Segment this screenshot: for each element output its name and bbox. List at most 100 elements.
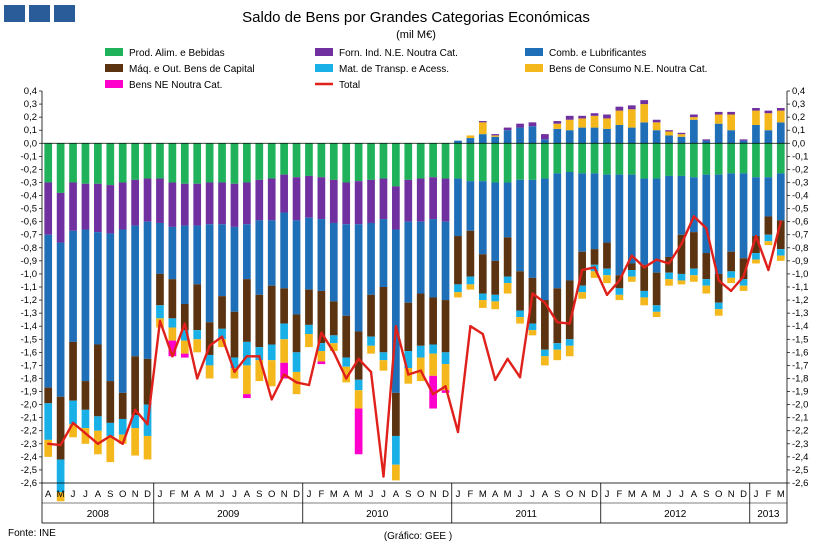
total-point (121, 442, 124, 445)
bar-segment (516, 317, 524, 324)
bar-segment (292, 220, 301, 315)
bar-segment-positive (503, 130, 512, 144)
bar-segment (168, 318, 177, 328)
total-point (146, 423, 149, 426)
bar-segment (640, 290, 649, 298)
bar-segment (329, 143, 338, 180)
bar-segment (590, 143, 599, 174)
bar-segment (342, 366, 351, 383)
bar-segment (317, 177, 326, 220)
bar-segment (205, 182, 214, 225)
bar-segment (230, 226, 239, 312)
bar-segment (317, 351, 326, 362)
x-tick-label: S (554, 489, 560, 500)
total-point (456, 430, 460, 434)
bar-segment (776, 143, 785, 174)
bar-segment (441, 364, 450, 391)
bar-segment (652, 272, 661, 306)
bar-segment-positive (652, 122, 661, 131)
bar-segment (690, 143, 698, 178)
bar-segment (143, 221, 152, 359)
bar-segment (603, 143, 611, 175)
bar-segment-positive (553, 123, 562, 129)
bar-segment (603, 174, 611, 243)
bar-segment (81, 381, 90, 410)
bar-segment (218, 296, 226, 329)
bar-segment (627, 143, 636, 175)
bar-segment (379, 287, 388, 353)
bar-segment (243, 394, 251, 399)
bar-segment (392, 186, 400, 230)
bar-segment (354, 390, 363, 409)
bar-segment (702, 143, 711, 175)
x-tick-label: M (330, 489, 338, 500)
bar-segment (379, 219, 388, 287)
y-tick-label: -1,3 (21, 308, 37, 319)
bar-segment (528, 179, 537, 278)
bar-segment (429, 177, 437, 220)
bar-segment (776, 173, 785, 221)
bar-segment (292, 177, 301, 221)
bar-segment (69, 143, 77, 183)
bar-segment-positive (553, 128, 562, 144)
bar-segment (56, 396, 65, 460)
bar-segment (180, 143, 189, 184)
legend-label: Comb. e Lubrificantes (549, 48, 646, 59)
total-point (407, 373, 410, 376)
bar-segment (81, 428, 90, 444)
total-point (742, 275, 745, 278)
bar-segment (329, 343, 338, 352)
bar-segment (416, 178, 425, 222)
bar-segment-positive (702, 139, 711, 141)
bar-segment-positive (565, 130, 574, 144)
bar-segment (776, 220, 785, 250)
bar-segment (454, 284, 462, 293)
total-point (345, 377, 348, 380)
bar-segment (702, 279, 711, 286)
y-tick-label: -0,7 (792, 230, 808, 241)
bar-segment-positive (677, 136, 686, 144)
bar-segment-positive (690, 119, 698, 144)
bar-segment (329, 335, 338, 344)
bar-segment (739, 285, 748, 291)
bar-segment-positive (727, 114, 735, 131)
bar-segment (627, 174, 636, 264)
x-tick-label: S (703, 489, 709, 500)
x-tick-label: D (293, 489, 300, 500)
bar-segment (69, 400, 77, 425)
y-tick-label: -0,9 (792, 256, 808, 267)
bar-segment (578, 173, 586, 252)
bar-segment (106, 422, 115, 436)
credit-note: (Gráfico: GEE ) (384, 531, 452, 542)
x-tick-label: J (158, 489, 163, 500)
bar-segment (379, 352, 388, 361)
bar-segment (429, 353, 437, 376)
bar-segment-positive (578, 118, 586, 128)
bar-segment-positive (615, 110, 624, 125)
total-point (469, 325, 472, 328)
bar-segment (752, 253, 760, 260)
y-tick-label: -0,5 (792, 204, 808, 215)
bar-segment (441, 221, 450, 301)
bar-segment (94, 143, 102, 184)
bar-segment (354, 379, 363, 391)
bar-segment (69, 341, 77, 401)
bar-segment (640, 143, 649, 179)
bar-segment (106, 185, 115, 234)
bar-segment (94, 416, 102, 431)
bar-segment (131, 356, 139, 416)
total-point (518, 375, 522, 379)
bar-segment (367, 143, 375, 180)
total-point (593, 266, 596, 269)
bar-segment (44, 143, 53, 183)
bar-segment (267, 360, 276, 387)
x-tick-label: O (119, 489, 126, 500)
bar-segment (267, 285, 276, 345)
bar-segment (44, 403, 53, 440)
bar-segment (466, 230, 475, 277)
total-point (382, 475, 385, 478)
total-point (705, 227, 708, 230)
bar-segment (255, 179, 264, 221)
legend-swatch (315, 48, 333, 56)
y-tick-label: -0,9 (21, 256, 37, 267)
